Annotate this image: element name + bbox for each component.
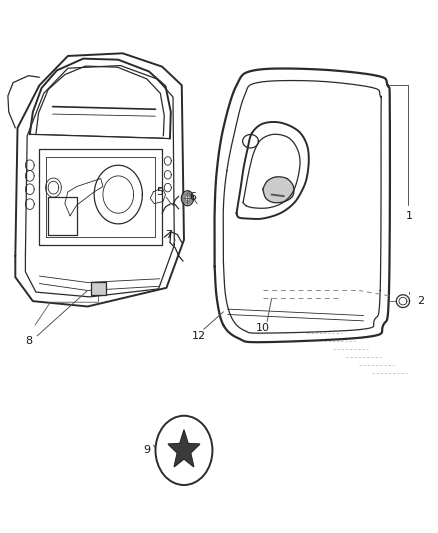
- Text: 8: 8: [25, 336, 32, 346]
- Polygon shape: [263, 177, 293, 203]
- Text: 10: 10: [256, 323, 270, 333]
- Text: 1: 1: [406, 211, 413, 221]
- Text: 7: 7: [165, 230, 172, 239]
- Text: 2: 2: [417, 296, 424, 306]
- Text: 6: 6: [189, 192, 196, 202]
- Text: 5: 5: [156, 187, 163, 197]
- Polygon shape: [168, 430, 200, 467]
- Text: 9: 9: [143, 446, 150, 455]
- Text: 12: 12: [192, 331, 206, 341]
- Circle shape: [155, 416, 212, 485]
- FancyBboxPatch shape: [91, 282, 106, 295]
